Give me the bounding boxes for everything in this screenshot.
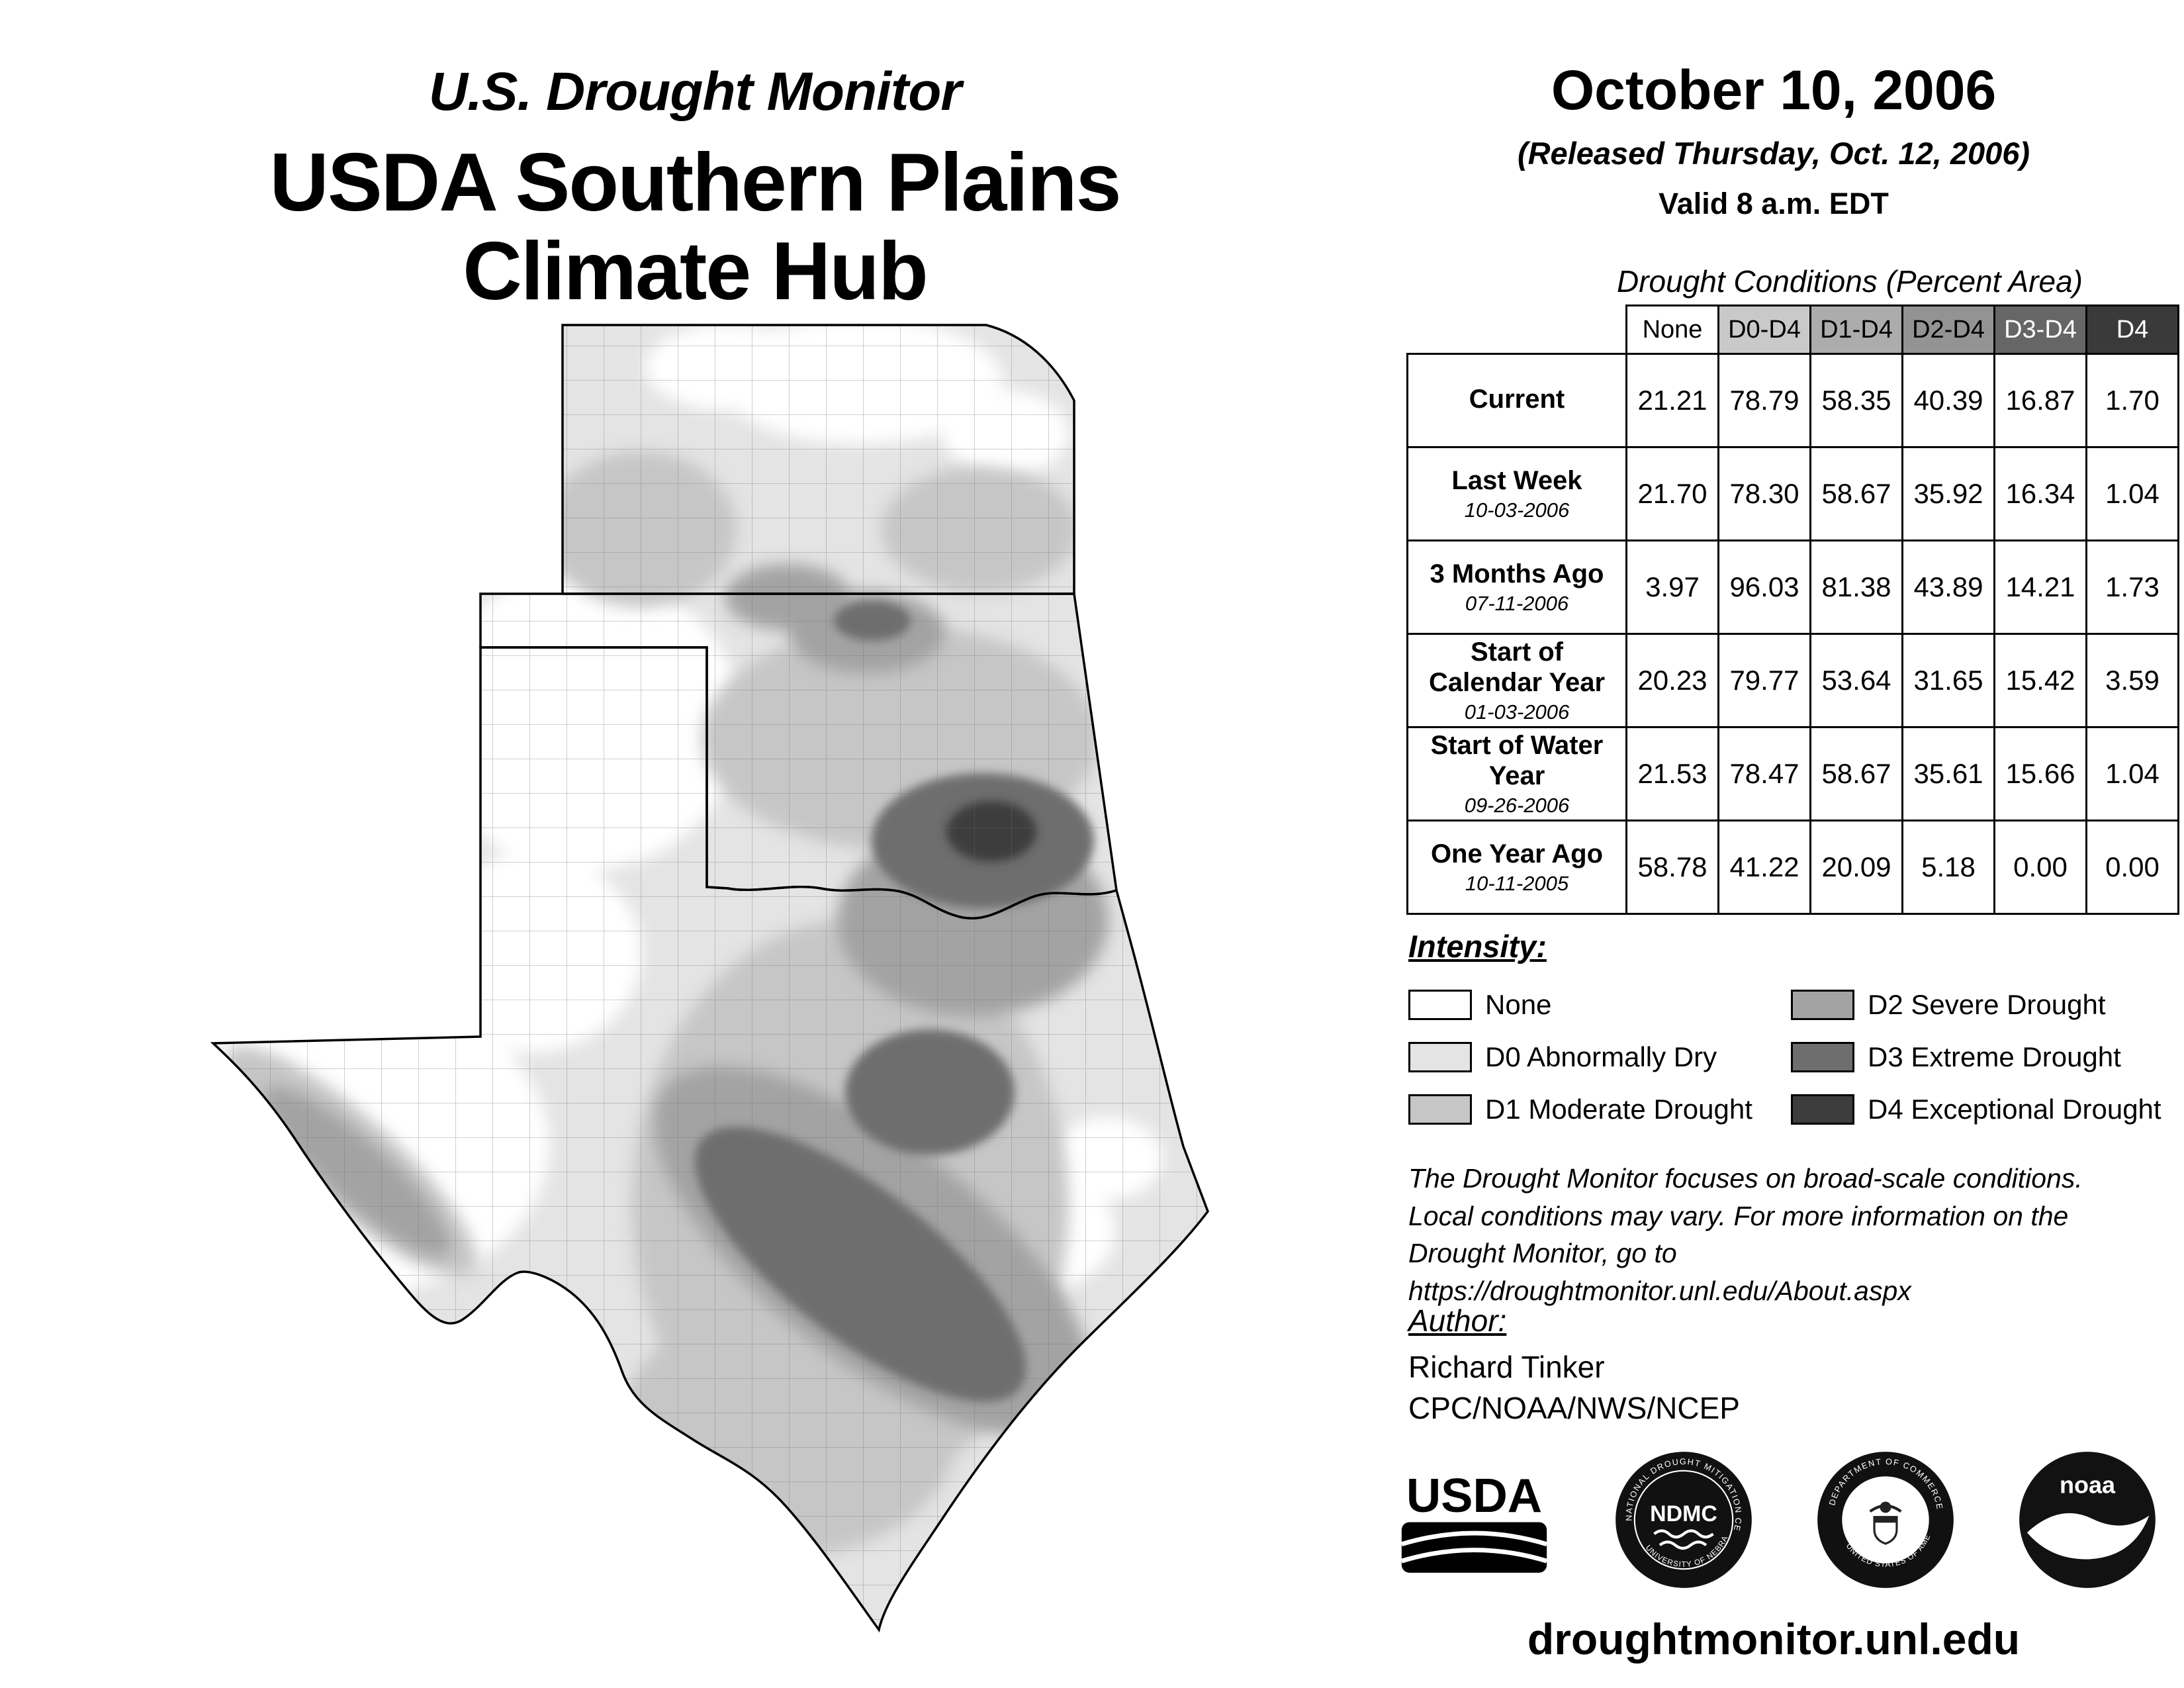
row-label: Current bbox=[1406, 353, 1627, 448]
col-header-none: None bbox=[1625, 305, 1719, 355]
value-cell: 96.03 bbox=[1717, 539, 1811, 635]
value-cell: 15.42 bbox=[1993, 633, 2087, 728]
row-label: Start of Calendar Year 01-03-2006 bbox=[1406, 633, 1627, 728]
ndmc-logo: NATIONAL DROUGHT MITIGATION CENTER UNIVE… bbox=[1614, 1450, 1752, 1588]
author-org: CPC/NOAA/NWS/NCEP bbox=[1408, 1391, 1740, 1425]
noaa-gull-icon bbox=[2026, 1513, 2150, 1560]
legend-item-d2: D2 Severe Drought bbox=[1791, 989, 2169, 1021]
row-label: Last Week 10-03-2006 bbox=[1406, 446, 1627, 541]
value-cell: 1.73 bbox=[2085, 539, 2179, 635]
texas-outline bbox=[210, 646, 1209, 1633]
legend-item-d3: D3 Extreme Drought bbox=[1791, 1041, 2169, 1073]
author-name: Richard Tinker bbox=[1408, 1350, 1605, 1384]
value-cell: 5.18 bbox=[1901, 820, 1995, 915]
intensity-heading: Intensity: bbox=[1408, 929, 1547, 964]
table-corner-cell bbox=[1408, 306, 1627, 354]
value-cell: 14.21 bbox=[1993, 539, 2087, 635]
monitor-title: U.S. Drought Monitor bbox=[428, 62, 962, 122]
value-cell: 78.30 bbox=[1717, 446, 1811, 541]
value-cell: 16.87 bbox=[1993, 353, 2087, 448]
value-cell: 15.66 bbox=[1993, 726, 2087, 821]
region-title-line1: USDA Southern Plains bbox=[269, 137, 1121, 228]
value-cell: 53.64 bbox=[1809, 633, 1903, 728]
table-header-row: None D0-D4 D1-D4 D2-D4 D3-D4 D4 bbox=[1408, 305, 2179, 355]
logo-row: USDA NATIONAL DROUGHT MITIGATION CENTER … bbox=[1396, 1450, 2158, 1590]
legend-swatch-none bbox=[1408, 989, 1472, 1020]
table-row-3-months-ago: 3 Months Ago 07-11-2006 3.97 96.03 81.38 … bbox=[1406, 539, 2179, 635]
usda-logo-text: USDA bbox=[1406, 1468, 1542, 1522]
value-cell: 21.21 bbox=[1625, 353, 1719, 448]
drought-conditions-table: None D0-D4 D1-D4 D2-D4 D3-D4 D4 Current … bbox=[1406, 305, 2179, 915]
table-row-start-calendar-year: Start of Calendar Year 01-03-2006 20.23 7… bbox=[1406, 633, 2179, 728]
col-header-d0-d4: D0-D4 bbox=[1717, 305, 1811, 355]
value-cell: 0.00 bbox=[1993, 820, 2087, 915]
row-label: 3 Months Ago 07-11-2006 bbox=[1406, 539, 1627, 635]
table-row-start-water-year: Start of Water Year 09-26-2006 21.53 78.4… bbox=[1406, 726, 2179, 821]
legend-swatch-d0 bbox=[1408, 1041, 1472, 1072]
value-cell: 43.89 bbox=[1901, 539, 1995, 635]
value-cell: 58.78 bbox=[1625, 820, 1719, 915]
value-cell: 3.97 bbox=[1625, 539, 1719, 635]
value-cell: 78.47 bbox=[1717, 726, 1811, 821]
legend-swatch-d3 bbox=[1791, 1041, 1854, 1072]
table-row-one-year-ago: One Year Ago 10-11-2005 58.78 41.22 20.09… bbox=[1406, 820, 2179, 915]
value-cell: 41.22 bbox=[1717, 820, 1811, 915]
table-row-current: Current 21.21 78.79 58.35 40.39 16.87 1.… bbox=[1406, 353, 2179, 448]
col-header-d3-d4: D3-D4 bbox=[1993, 305, 2087, 355]
valid-time: Valid 8 a.m. EDT bbox=[1659, 187, 1889, 220]
value-cell: 58.67 bbox=[1809, 446, 1903, 541]
value-cell: 78.79 bbox=[1717, 353, 1811, 448]
drought-shading-layer bbox=[213, 325, 1208, 1630]
release-date: (Released Thursday, Oct. 12, 2006) bbox=[1517, 136, 2030, 171]
value-cell: 81.38 bbox=[1809, 539, 1903, 635]
region-title-line2: Climate Hub bbox=[463, 225, 928, 317]
legend-item-d0: D0 Abnormally Dry bbox=[1408, 1041, 1791, 1073]
value-cell: 21.53 bbox=[1625, 726, 1719, 821]
disclaimer-text: The Drought Monitor focuses on broad-sca… bbox=[1408, 1163, 2083, 1306]
value-cell: 40.39 bbox=[1901, 353, 1995, 448]
legend-swatch-d1 bbox=[1408, 1094, 1472, 1125]
value-cell: 31.65 bbox=[1901, 633, 1995, 728]
table-row-last-week: Last Week 10-03-2006 21.70 78.30 58.67 35… bbox=[1406, 446, 2179, 541]
region-title: USDA Southern Plains Climate Hub bbox=[119, 137, 1271, 317]
value-cell: 1.04 bbox=[2085, 446, 2179, 541]
doc-logo: DEPARTMENT OF COMMERCE UNITED STATES OF … bbox=[1815, 1450, 1954, 1588]
value-cell: 20.09 bbox=[1809, 820, 1903, 915]
drought-map bbox=[210, 324, 1209, 1633]
value-cell: 0.00 bbox=[2085, 820, 2179, 915]
row-label: Start of Water Year 09-26-2006 bbox=[1406, 726, 1627, 821]
table-title: Drought Conditions (Percent Area) bbox=[1617, 264, 2083, 299]
legend-item-d1: D1 Moderate Drought bbox=[1408, 1094, 1791, 1125]
noaa-logo: noaa bbox=[2019, 1452, 2156, 1588]
col-header-d2-d4: D2-D4 bbox=[1901, 305, 1995, 355]
usda-logo: USDA bbox=[1400, 1468, 1548, 1573]
intensity-legend: None D0 Abnormally Dry D1 Moderate Droug… bbox=[1408, 978, 2169, 1135]
value-cell: 1.04 bbox=[2085, 726, 2179, 821]
drought-monitor-url: droughtmonitor.unl.edu bbox=[1527, 1615, 2021, 1664]
value-cell: 58.35 bbox=[1809, 353, 1903, 448]
ndmc-center-text: NDMC bbox=[1650, 1501, 1717, 1526]
noaa-logo-text: noaa bbox=[2060, 1472, 2116, 1499]
kansas-outline bbox=[561, 324, 1075, 595]
legend-item-none: None bbox=[1408, 989, 1791, 1021]
legend-swatch-d4 bbox=[1791, 1094, 1854, 1125]
value-cell: 1.70 bbox=[2085, 353, 2179, 448]
value-cell: 58.67 bbox=[1809, 726, 1903, 821]
value-cell: 16.34 bbox=[1993, 446, 2087, 541]
value-cell: 35.61 bbox=[1901, 726, 1995, 821]
value-cell: 20.23 bbox=[1625, 633, 1719, 728]
author-heading: Author: bbox=[1408, 1303, 1507, 1338]
legend-item-d4: D4 Exceptional Drought bbox=[1791, 1094, 2169, 1125]
col-header-d1-d4: D1-D4 bbox=[1809, 305, 1903, 355]
col-header-d4: D4 bbox=[2085, 305, 2179, 355]
value-cell: 21.70 bbox=[1625, 446, 1719, 541]
value-cell: 79.77 bbox=[1717, 633, 1811, 728]
county-grid bbox=[213, 325, 1208, 1630]
row-label: One Year Ago 10-11-2005 bbox=[1406, 820, 1627, 915]
value-cell: 3.59 bbox=[2085, 633, 2179, 728]
legend-swatch-d2 bbox=[1791, 989, 1854, 1020]
value-cell: 35.92 bbox=[1901, 446, 1995, 541]
map-date: October 10, 2006 bbox=[1551, 59, 1997, 121]
